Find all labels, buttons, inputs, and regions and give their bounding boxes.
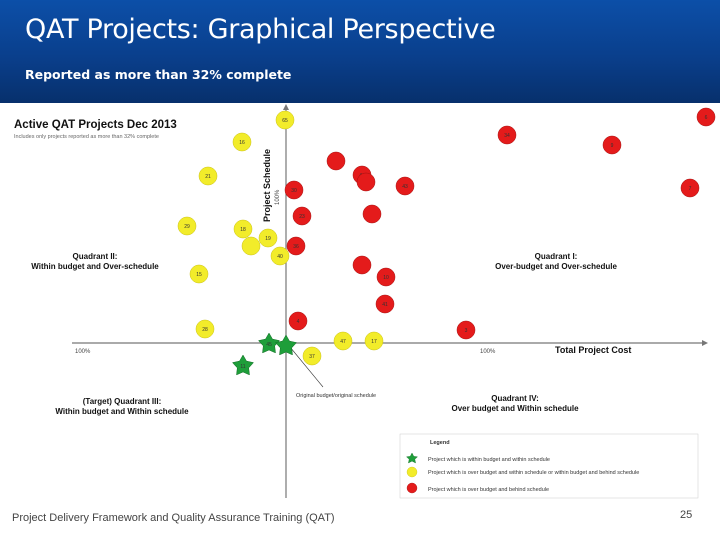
page-number: 25: [680, 509, 693, 521]
data-point-yellow: [258, 228, 278, 248]
quadrant-3-label: Within budget and Within schedule: [55, 407, 189, 416]
quadrant-1-label: Over-budget and Over-schedule: [495, 262, 617, 271]
legend-red-label: Project which is over budget and behind …: [428, 487, 549, 493]
data-point-yellow: [270, 246, 290, 266]
reference-annotation: Original budget/original schedule: [296, 393, 376, 399]
data-point-red: [376, 267, 396, 287]
data-point-red: [680, 178, 700, 198]
data-point-red: [362, 204, 382, 224]
data-point-yellow: [364, 331, 384, 351]
data-point-label: 23: [299, 214, 305, 220]
data-point-yellow: [189, 264, 209, 284]
data-point-yellow: [302, 346, 322, 366]
data-point-green: [258, 332, 280, 354]
data-point-label: 15: [196, 272, 202, 278]
data-point-red: [352, 255, 372, 275]
data-point-label: 29: [184, 224, 190, 230]
data-point-red: [284, 180, 304, 200]
legend-title: Legend: [430, 440, 450, 446]
x-axis-arrow: [702, 340, 708, 346]
data-point-label: 21: [205, 174, 211, 180]
y-axis-label: Project Schedule: [262, 149, 272, 222]
chart-title: Active QAT Projects Dec 2013: [14, 119, 177, 131]
legend-yellow-marker: [406, 466, 418, 478]
data-point-red: [696, 107, 716, 127]
data-point-label: 4: [297, 319, 300, 325]
data-point-red: [456, 320, 476, 340]
legend-yellow-label: Project which is over budget and within …: [428, 470, 639, 476]
legend-green-label: Project which is within budget and withi…: [428, 457, 550, 463]
data-point-green: [275, 334, 297, 356]
legend-green-marker: [406, 452, 418, 464]
slide-title: QAT Projects: Graphical Perspective: [25, 14, 496, 45]
quadrant-4-label: Over budget and Within schedule: [451, 404, 579, 413]
data-point-yellow: [195, 319, 215, 339]
data-point-red: [497, 125, 517, 145]
quadrant-2-label: Within budget and Over-schedule: [31, 262, 159, 271]
data-point-label: 18: [240, 227, 246, 233]
data-points: 6516212918194015284717376349444373023361…: [177, 107, 716, 376]
legend-red-marker: [406, 482, 418, 494]
data-point-label: 9: [611, 143, 614, 149]
legend: Legend Project which is within budget an…: [399, 433, 699, 499]
data-point-yellow: [233, 219, 253, 239]
data-point-label: 47: [340, 339, 346, 345]
x-tick-left: 100%: [75, 349, 91, 355]
quadrant-1-name: Quadrant I:: [535, 252, 578, 261]
data-point-label: 34: [504, 133, 510, 139]
data-point-green: [232, 354, 254, 376]
data-point-label: 65: [282, 118, 288, 124]
data-point-red: [288, 311, 308, 331]
data-point-label: 7: [689, 186, 692, 192]
data-point-red: [356, 172, 376, 192]
data-point-yellow: [198, 166, 218, 186]
data-point-red: [292, 206, 312, 226]
data-point-label: 37: [309, 354, 315, 360]
data-point-label: 45: [266, 342, 272, 348]
y-axis-tick: 100%: [275, 189, 281, 205]
quadrant-2-name: Quadrant II:: [73, 252, 118, 261]
data-point-label: 43: [402, 184, 408, 190]
data-point-label: 30: [291, 188, 297, 194]
data-point-red: [286, 236, 306, 256]
x-axis-label: Total Project Cost: [555, 345, 631, 355]
data-point-red: [395, 176, 415, 196]
annotation-leader: [289, 346, 324, 388]
data-point-label: 10: [383, 275, 389, 281]
data-point-yellow: [241, 236, 261, 256]
y-axis-arrow: [283, 104, 289, 110]
legend-box: [399, 433, 699, 499]
title-bar: QAT Projects: Graphical Perspective Repo…: [0, 0, 720, 103]
project-quadrant-chart: Active QAT Projects Dec 2013 Includes on…: [14, 104, 716, 499]
data-point-label: 40: [277, 254, 283, 260]
data-point-yellow: [177, 216, 197, 236]
data-point-label: 28: [202, 327, 208, 333]
data-point-red: [375, 294, 395, 314]
data-point-label: 11: [240, 364, 245, 370]
data-point-label: 16: [239, 140, 245, 146]
footer-text: Project Delivery Framework and Quality A…: [12, 512, 335, 524]
data-point-label: 6: [705, 115, 708, 121]
data-point-red: [602, 135, 622, 155]
data-point-yellow: [333, 331, 353, 351]
quadrant-3-name: (Target) Quadrant III:: [83, 397, 162, 406]
x-tick-right: 100%: [480, 349, 496, 355]
data-point-yellow: [275, 110, 295, 130]
slide-subtitle: Reported as more than 32% complete: [25, 67, 292, 82]
data-point-label: 41: [382, 302, 388, 308]
quadrant-4-name: Quadrant IV:: [491, 394, 539, 403]
chart-subtitle: Includes only projects reported as more …: [14, 134, 159, 140]
data-point-label: 36: [293, 244, 299, 250]
data-point-label: 3: [465, 328, 468, 334]
data-point-label: 17: [371, 339, 377, 345]
data-point-label: 19: [265, 236, 271, 242]
data-point-yellow: [232, 132, 252, 152]
data-point-red: [326, 151, 346, 171]
